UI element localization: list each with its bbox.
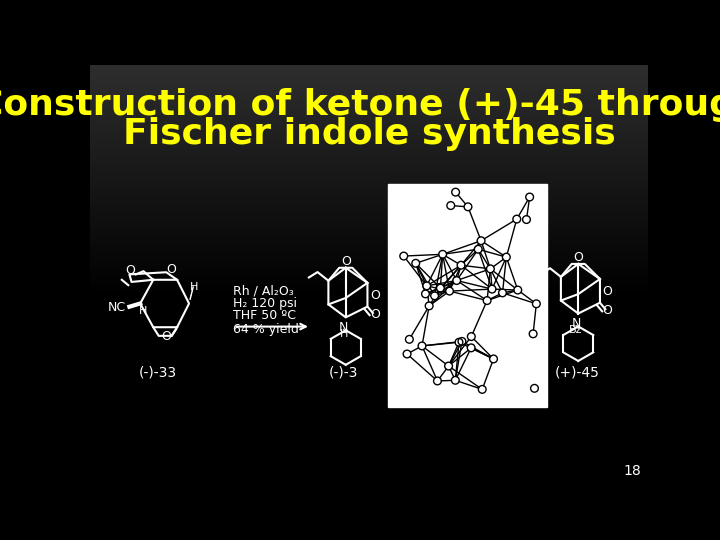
Circle shape bbox=[490, 286, 495, 292]
Circle shape bbox=[447, 288, 452, 294]
Text: 64 % yield: 64 % yield bbox=[233, 323, 300, 336]
Text: (-)-3: (-)-3 bbox=[329, 365, 358, 379]
Circle shape bbox=[491, 356, 496, 362]
Text: O: O bbox=[573, 251, 583, 264]
Text: N: N bbox=[339, 321, 348, 334]
Circle shape bbox=[405, 352, 410, 357]
Circle shape bbox=[527, 194, 532, 200]
Text: 18: 18 bbox=[624, 463, 642, 477]
Text: N: N bbox=[572, 317, 581, 330]
Text: H: H bbox=[339, 328, 348, 339]
Circle shape bbox=[453, 190, 459, 195]
Text: O: O bbox=[341, 255, 351, 268]
Circle shape bbox=[487, 266, 493, 272]
Circle shape bbox=[413, 261, 418, 266]
Circle shape bbox=[438, 286, 443, 291]
Text: Fischer indole synthesis: Fischer indole synthesis bbox=[122, 117, 616, 151]
Circle shape bbox=[426, 303, 432, 308]
Text: O: O bbox=[370, 308, 380, 321]
Text: H: H bbox=[139, 306, 148, 316]
Circle shape bbox=[401, 253, 407, 259]
Circle shape bbox=[485, 298, 490, 303]
Circle shape bbox=[407, 336, 412, 342]
Text: O: O bbox=[161, 330, 171, 343]
Text: O: O bbox=[603, 286, 613, 299]
Circle shape bbox=[419, 343, 425, 349]
Text: NC: NC bbox=[108, 301, 126, 314]
Circle shape bbox=[532, 386, 537, 391]
Bar bbox=[388, 184, 547, 408]
Circle shape bbox=[514, 217, 520, 222]
Text: H: H bbox=[190, 282, 199, 292]
Circle shape bbox=[448, 203, 454, 208]
Circle shape bbox=[531, 331, 536, 336]
Text: THF 50 ºC: THF 50 ºC bbox=[233, 309, 297, 322]
Circle shape bbox=[534, 301, 539, 307]
Text: H₂ 120 psi: H₂ 120 psi bbox=[233, 296, 297, 309]
Circle shape bbox=[475, 247, 481, 252]
Circle shape bbox=[500, 290, 505, 295]
Text: O: O bbox=[603, 304, 613, 317]
Circle shape bbox=[432, 293, 437, 299]
Circle shape bbox=[453, 377, 458, 383]
Text: O: O bbox=[125, 264, 135, 276]
Circle shape bbox=[480, 387, 485, 392]
Circle shape bbox=[435, 378, 440, 383]
Circle shape bbox=[459, 262, 464, 268]
Circle shape bbox=[423, 291, 428, 296]
Circle shape bbox=[424, 283, 429, 288]
Circle shape bbox=[465, 204, 471, 210]
Circle shape bbox=[469, 334, 474, 339]
Circle shape bbox=[454, 278, 459, 283]
Circle shape bbox=[469, 345, 474, 350]
Text: Rh / Al₂O₃: Rh / Al₂O₃ bbox=[233, 284, 294, 297]
Circle shape bbox=[478, 238, 484, 244]
Text: Construction of ketone (+)-45 through: Construction of ketone (+)-45 through bbox=[0, 88, 720, 122]
Circle shape bbox=[440, 252, 446, 257]
Circle shape bbox=[459, 339, 464, 344]
Circle shape bbox=[446, 363, 451, 369]
Text: (-)-33: (-)-33 bbox=[139, 365, 177, 379]
Circle shape bbox=[515, 287, 521, 293]
Circle shape bbox=[456, 340, 462, 345]
Text: Bz: Bz bbox=[570, 325, 582, 335]
Circle shape bbox=[523, 217, 529, 222]
Text: O: O bbox=[167, 262, 176, 275]
Text: (+)-45: (+)-45 bbox=[554, 365, 599, 379]
Text: O: O bbox=[370, 289, 380, 302]
Circle shape bbox=[503, 254, 509, 260]
